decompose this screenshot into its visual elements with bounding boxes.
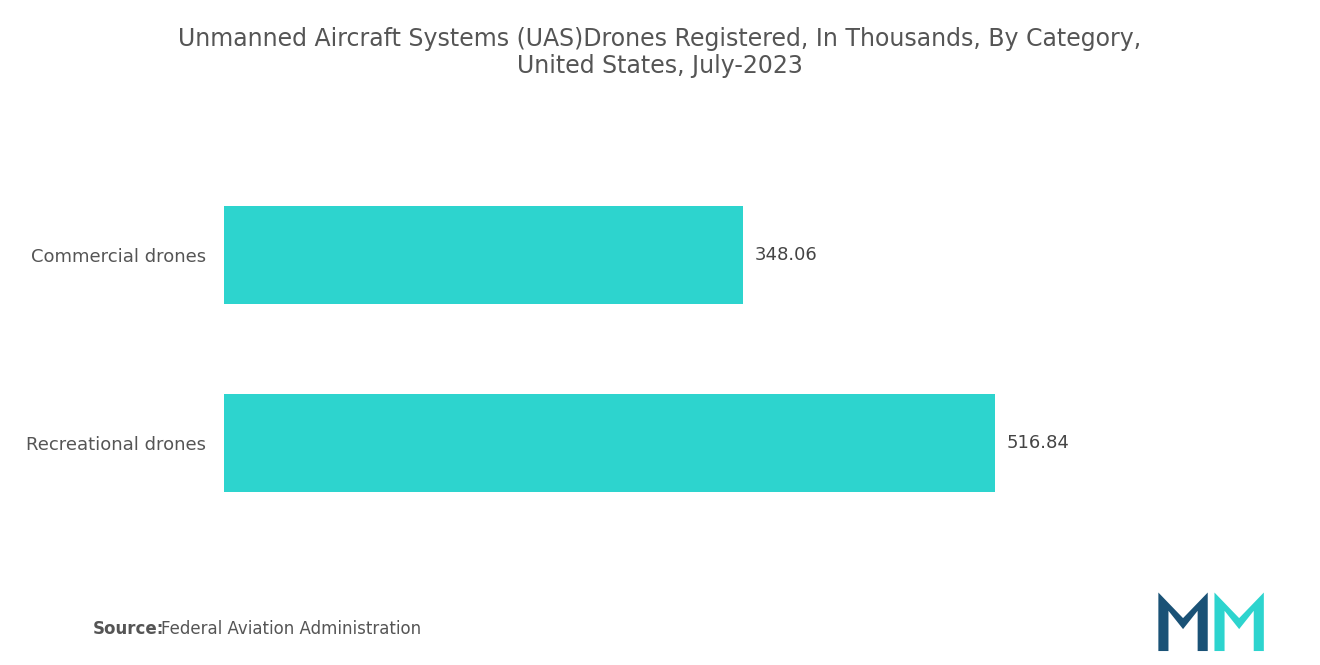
Text: 516.84: 516.84 [1007,434,1069,452]
Text: Source:: Source: [92,620,164,638]
Bar [224,394,995,492]
Bar [224,206,743,304]
Text: Federal Aviation Administration: Federal Aviation Administration [161,620,421,638]
Text: 348.06: 348.06 [755,246,818,264]
Text: Unmanned Aircraft Systems (UAS)Drones Registered, In Thousands, By Category,
Uni: Unmanned Aircraft Systems (UAS)Drones Re… [178,27,1142,78]
